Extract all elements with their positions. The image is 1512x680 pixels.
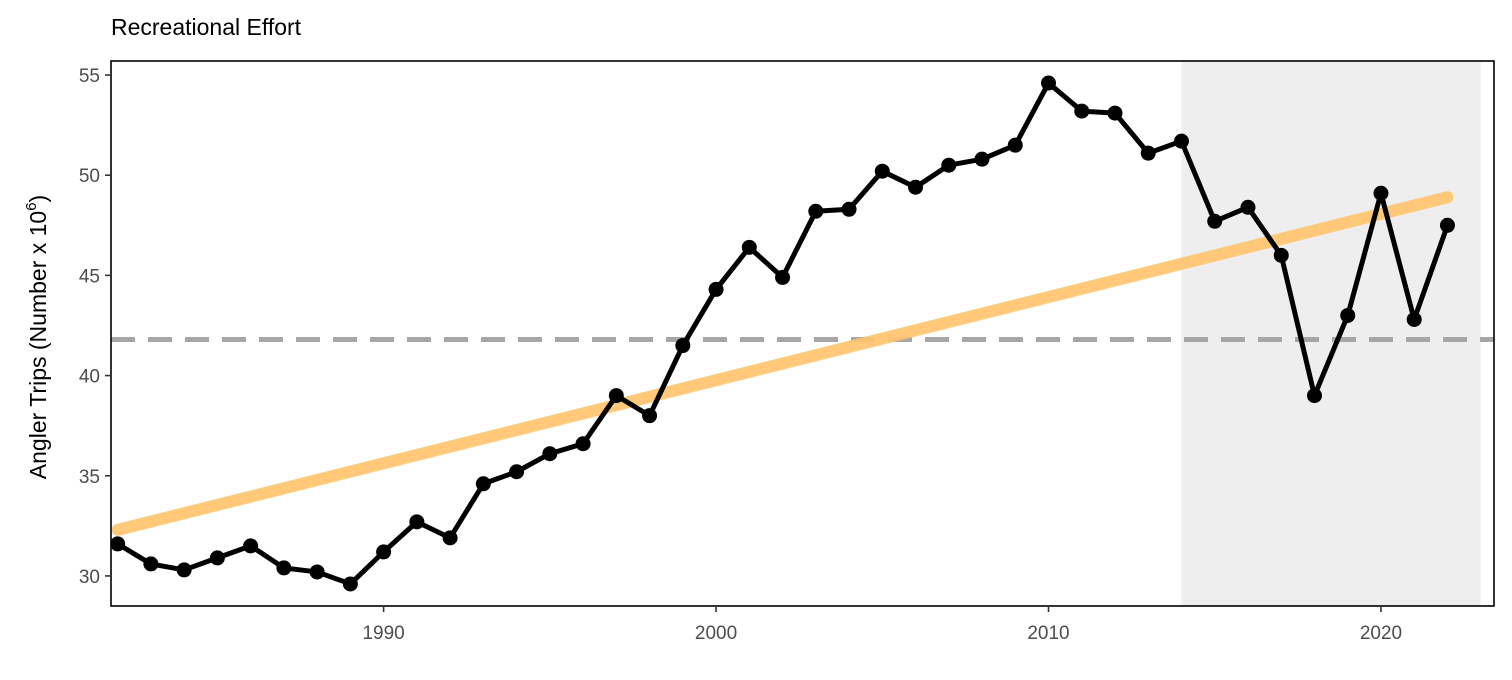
plot-frame (110, 60, 1495, 607)
y-axis-title-suffix: ) (25, 195, 51, 203)
x-tick-label: 2010 (1027, 623, 1069, 644)
y-tick-label: 35 (79, 467, 100, 488)
y-axis-title-main: Angler Trips (Number x 10 (25, 211, 51, 479)
data-point (675, 338, 691, 354)
data-point (1306, 388, 1322, 404)
data-point (874, 163, 890, 179)
data-point (1173, 133, 1189, 149)
data-point (309, 564, 325, 580)
y-axis-title: Angler Trips (Number x 106) (23, 195, 51, 479)
data-point (442, 530, 458, 546)
data-point (908, 179, 924, 195)
data-point (974, 151, 990, 167)
data-point (1406, 311, 1422, 327)
x-tick-label: 1990 (362, 623, 404, 644)
data-point (1140, 145, 1156, 161)
y-tick-label: 30 (79, 567, 100, 588)
data-point (941, 157, 957, 173)
y-tick-label: 55 (79, 66, 100, 87)
data-point (475, 476, 491, 492)
chart-title: Recreational Effort (111, 14, 302, 40)
data-point (209, 550, 225, 566)
data-point (243, 538, 259, 554)
data-point (1107, 105, 1123, 121)
data-point (608, 388, 624, 404)
trend-line (111, 191, 1454, 536)
data-point (1007, 137, 1023, 153)
data-point (1240, 199, 1256, 215)
data-point (841, 201, 857, 217)
shaded-recent-period (1181, 61, 1481, 606)
data-point (1373, 185, 1389, 201)
data-point (509, 464, 525, 480)
data-point (176, 562, 192, 578)
data-point (110, 536, 126, 552)
data-point (1439, 217, 1455, 233)
data-point (1273, 247, 1289, 263)
data-point (1041, 75, 1057, 91)
y-tick-label: 50 (79, 166, 100, 187)
data-point (1074, 103, 1090, 119)
y-tick-label: 40 (79, 367, 100, 388)
data-point (276, 560, 292, 576)
data-point (575, 436, 591, 452)
x-axis: 1990 2000 2010 2020 (362, 606, 1402, 644)
data-point (376, 544, 392, 560)
y-axis-title-superscript: 6 (23, 202, 40, 210)
data-points (110, 75, 1455, 592)
data-point (1207, 213, 1223, 229)
y-axis: 30 35 40 45 50 55 (79, 66, 111, 588)
data-point (642, 408, 658, 424)
data-point (708, 281, 724, 297)
x-tick-label: 2000 (695, 623, 737, 644)
data-point (1340, 307, 1356, 323)
y-tick-label: 45 (79, 266, 100, 287)
data-point (342, 576, 358, 592)
x-tick-label: 2020 (1360, 623, 1402, 644)
data-point (542, 446, 558, 462)
data-point (741, 239, 757, 255)
data-point (143, 556, 159, 572)
data-point (409, 514, 425, 530)
data-point (775, 269, 791, 285)
data-point (808, 203, 824, 219)
